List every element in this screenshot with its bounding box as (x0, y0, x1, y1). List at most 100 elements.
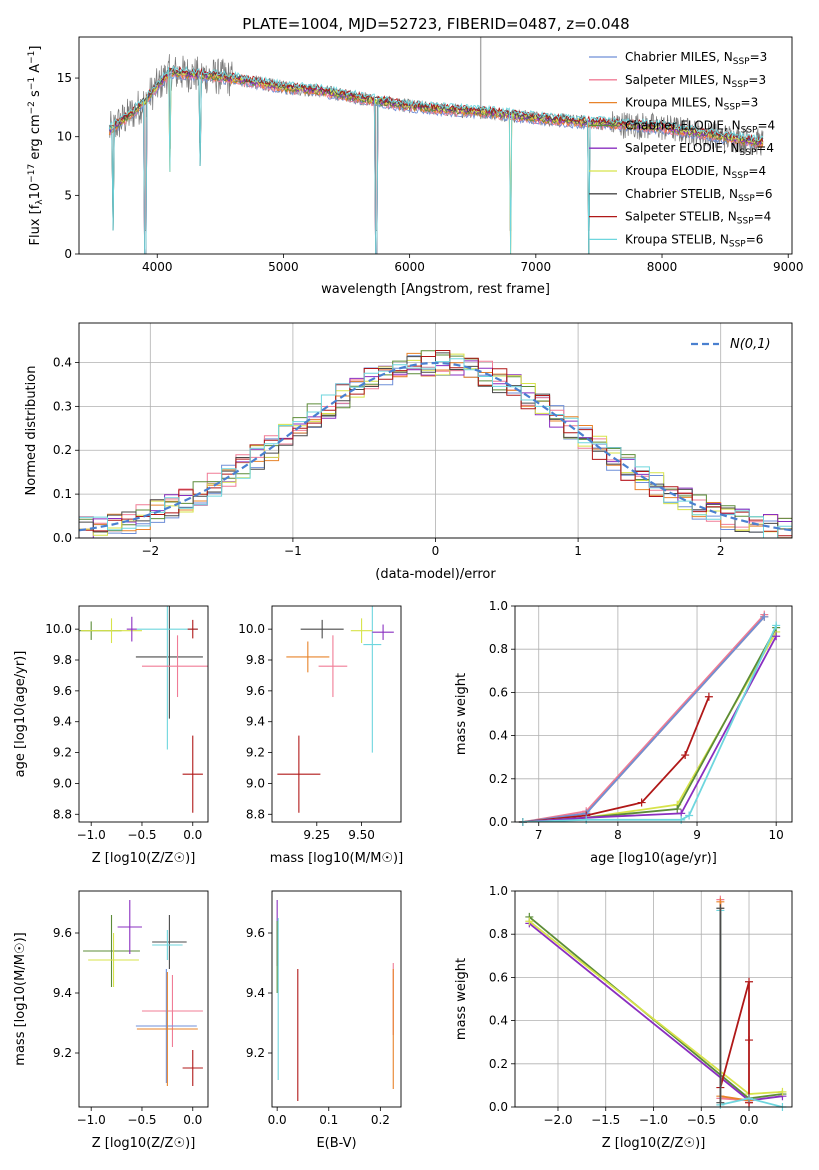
x-tick-label: 0.0 (183, 828, 202, 842)
weight-marker (745, 977, 754, 986)
weight-line (522, 635, 777, 822)
y-tick-label: 9.8 (53, 653, 72, 667)
legend-text: =4 (748, 164, 766, 178)
weight-marker (745, 1036, 754, 1045)
axes-frame (271, 890, 402, 1108)
y-tick-label: 9.2 (53, 1046, 72, 1060)
x-tick-label: 9.25 (303, 828, 330, 842)
weight-line (522, 616, 765, 822)
y-tick-label: 0.2 (489, 1057, 508, 1071)
y-axis-label: mass weight (454, 673, 469, 755)
residual-histogram-plot: −2 −1 0 1 2 0.0 0.1 0.2 0.3 0.4 (data-model)/error… (24, 322, 793, 582)
spectrum-plot: 4000 5000 6000 7000 8000 9000 0 5 10 15 wavelength… (27, 36, 804, 297)
y-axis-label: Normed distribution (24, 366, 39, 496)
x-axis-label: Z [log10(Z/Z☉)] (602, 1136, 706, 1151)
x-tick-label: −2 (141, 544, 159, 558)
legend-entry: Chabrier STELIB, NSSP=6 (625, 187, 773, 204)
weight-marker (637, 798, 646, 807)
legend-entry: Kroupa STELIB, NSSP=6 (625, 232, 763, 249)
y-tick-label: 0 (64, 247, 72, 261)
legend-text: =3 (741, 96, 759, 110)
legend-text: =3 (750, 50, 768, 64)
y-label-part: −2 (27, 101, 37, 114)
x-tick-label: −1.0 (639, 1113, 668, 1127)
x-tick-label: 7 (535, 828, 543, 842)
legend-text: Kroupa MILES, N (625, 96, 724, 110)
legend-text: Kroupa ELODIE, N (625, 164, 732, 178)
x-tick-label: 0 (432, 544, 440, 558)
x-tick-label: −0.5 (687, 1113, 716, 1127)
y-label-part: s (28, 90, 43, 101)
y-label-part: λ (35, 199, 45, 205)
legend-subscript: SSP (739, 148, 756, 158)
y-label-part: A (28, 64, 43, 77)
x-axis-label: Z [log10(Z/Z☉)] (92, 1136, 196, 1151)
mass-weight-vs-metallicity-plot: −2.0 −1.5 −1.0 −0.5 0.0 0.0 0.2 0.4 0.6 0.8 1.0 Z [… (454, 884, 793, 1151)
legend-subscript: SSP (738, 194, 755, 204)
model-spectrum-kroupa_stelib (108, 65, 764, 254)
y-tick-label: 8.8 (53, 807, 72, 821)
y-tick-label: 10 (57, 130, 72, 144)
y-axis-label: mass weight (454, 958, 469, 1040)
x-axis-label: E(B-V) (316, 1136, 356, 1151)
y-label-part: −1 (27, 77, 37, 90)
y-tick-label: 0.1 (53, 487, 72, 501)
weight-marker (772, 621, 781, 630)
y-tick-label: 9.4 (246, 986, 265, 1000)
legend-text: =4 (754, 210, 772, 224)
x-tick-label: −0.5 (127, 1113, 156, 1127)
y-axis-label: Flux [fλ10−17 erg cm−2 s−1 A−1] (27, 46, 45, 246)
x-tick-label: 0.2 (371, 1113, 390, 1127)
x-tick-label: −1.0 (77, 828, 106, 842)
weight-marker (716, 904, 725, 913)
mass-vs-ebv-plot: 0.0 0.1 0.2 9.2 9.4 9.6 E(B-V) (246, 890, 402, 1151)
legend-text: =3 (748, 73, 766, 87)
y-tick-label: 0.6 (489, 970, 508, 984)
y-label-part: 10 (28, 183, 43, 200)
x-tick-label: 10 (769, 828, 784, 842)
legend-entry: Chabrier MILES, NSSP=3 (625, 50, 767, 67)
x-tick-label: −2.0 (543, 1113, 572, 1127)
y-tick-label: 0.4 (53, 355, 72, 369)
y-tick-label: 1.0 (489, 599, 508, 613)
y-label-part: erg cm (28, 114, 43, 163)
weight-marker (685, 811, 694, 820)
x-tick-label: −1 (284, 544, 302, 558)
axes-frame (78, 605, 209, 823)
histogram-kroupa_stelib (79, 358, 792, 538)
y-tick-label: 8.8 (246, 807, 265, 821)
y-tick-label: 0.2 (53, 443, 72, 457)
legend-subscript: SSP (732, 171, 749, 181)
x-tick-label: 4000 (142, 260, 173, 274)
weight-line (719, 981, 750, 1103)
y-tick-label: 9.6 (246, 684, 265, 698)
y-tick-label: 9.4 (246, 715, 265, 729)
mass-vs-metallicity-plot: −1.0 −0.5 0.0 9.2 9.4 9.6 Z [log10(Z/Z☉)] mass … (13, 890, 209, 1151)
weight-marker (681, 751, 690, 760)
weight-marker (582, 815, 591, 824)
y-label-part: ] (28, 46, 43, 51)
y-tick-label: 0.6 (489, 685, 508, 699)
x-axis-label: Z [log10(Z/Z☉)] (92, 851, 196, 866)
legend-entry: Salpeter STELIB, NSSP=4 (625, 210, 771, 227)
y-tick-label: 0.0 (53, 531, 72, 545)
legend-subscript: SSP (737, 217, 754, 227)
x-tick-label: −1.0 (77, 1113, 106, 1127)
weight-marker (673, 805, 682, 814)
x-tick-label: 7000 (521, 260, 552, 274)
weight-line (522, 616, 765, 822)
y-tick-label: 9.6 (53, 684, 72, 698)
weight-marker (772, 632, 781, 641)
x-tick-label: 9000 (773, 260, 804, 274)
x-axis-label: (data-model)/error (375, 567, 496, 582)
y-tick-label: 10.0 (45, 622, 72, 636)
weight-line (528, 916, 783, 1100)
gaussian-curve (78, 361, 793, 532)
legend-text: =4 (756, 141, 774, 155)
y-label-part: −17 (27, 164, 37, 183)
weight-marker (778, 1087, 787, 1096)
y-tick-label: 0.4 (489, 1014, 508, 1028)
y-tick-label: 0.0 (489, 1100, 508, 1114)
figure-title: PLATE=1004, MJD=52723, FIBERID=0487, z=0… (242, 15, 629, 33)
